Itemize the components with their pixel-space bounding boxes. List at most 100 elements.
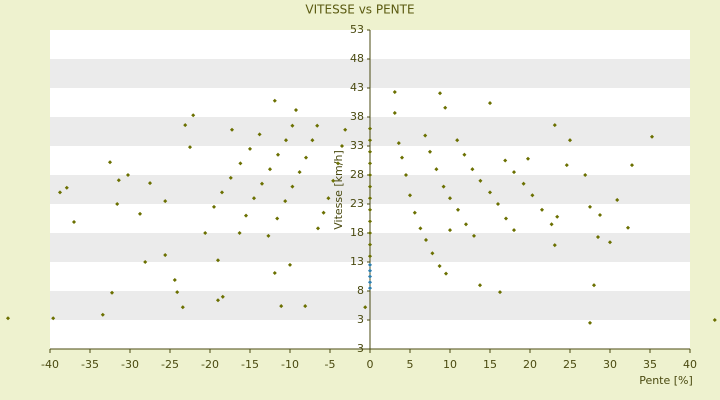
point	[595, 235, 601, 240]
point	[392, 110, 397, 115]
point	[511, 170, 517, 175]
point	[392, 90, 397, 95]
point	[396, 141, 401, 146]
point	[303, 304, 308, 309]
point	[5, 316, 11, 321]
point	[303, 155, 309, 160]
x-tick-label: 40	[683, 358, 697, 371]
point	[339, 143, 345, 149]
point	[525, 156, 531, 161]
point	[552, 243, 557, 248]
point	[503, 158, 508, 163]
point	[521, 181, 526, 186]
point	[215, 298, 221, 303]
point	[290, 123, 295, 128]
point	[259, 181, 265, 186]
y-tick-label: 3	[357, 313, 364, 326]
point	[297, 170, 302, 175]
point	[220, 294, 225, 299]
point	[649, 134, 655, 139]
y-tick-label: 38	[350, 110, 364, 123]
point	[447, 196, 453, 201]
point	[147, 181, 153, 186]
x-tick-label: 30	[603, 358, 617, 371]
point	[331, 178, 336, 183]
y-tick-label: 48	[350, 52, 364, 65]
point	[441, 184, 446, 189]
point	[243, 213, 249, 218]
point	[251, 196, 257, 201]
point	[511, 228, 517, 233]
point	[203, 230, 208, 236]
point	[555, 214, 560, 219]
point	[238, 161, 243, 166]
point	[367, 207, 373, 212]
point	[615, 197, 620, 202]
point	[423, 133, 428, 138]
point	[51, 316, 56, 321]
point	[257, 132, 262, 137]
point	[412, 210, 417, 215]
x-tick-label: 10	[443, 358, 457, 371]
point	[163, 199, 168, 204]
point	[215, 258, 221, 263]
point	[455, 207, 461, 212]
y-tick-label: 28	[350, 168, 364, 181]
point	[71, 219, 77, 225]
point	[326, 196, 331, 201]
point	[367, 161, 373, 166]
point	[367, 268, 373, 273]
point	[367, 286, 373, 291]
point	[447, 228, 453, 233]
point	[470, 167, 475, 172]
point	[471, 233, 477, 238]
point	[283, 199, 288, 204]
point	[175, 290, 180, 295]
point	[219, 190, 225, 195]
point	[109, 290, 115, 295]
point	[607, 240, 613, 245]
point	[587, 320, 593, 325]
x-tick-label: -40	[41, 358, 59, 371]
point	[367, 242, 373, 247]
point	[367, 262, 373, 267]
point	[343, 127, 348, 132]
point	[107, 160, 113, 165]
point	[549, 222, 554, 227]
point	[367, 149, 373, 154]
point	[567, 138, 573, 143]
point	[321, 210, 326, 215]
point	[367, 196, 373, 201]
point	[367, 219, 373, 224]
point	[315, 123, 320, 128]
point	[267, 167, 273, 172]
y-tick-label: 53	[350, 23, 364, 36]
point	[463, 222, 469, 227]
point	[290, 184, 295, 189]
point	[552, 123, 557, 128]
point	[229, 127, 235, 132]
point	[503, 216, 509, 221]
y-axis-title: Vitesse [km/h]	[332, 150, 345, 230]
point	[539, 207, 545, 212]
y-tick-label: 43	[350, 81, 364, 94]
x-tick-label: 35	[643, 358, 657, 371]
x-tick-label: -10	[281, 358, 299, 371]
point	[143, 259, 148, 265]
point	[430, 251, 435, 256]
point	[237, 230, 242, 236]
point	[591, 283, 597, 288]
point	[183, 123, 188, 128]
point	[315, 226, 321, 231]
y-tick-label: 8	[357, 284, 364, 297]
point	[367, 254, 373, 259]
point	[437, 91, 443, 96]
point	[712, 317, 717, 323]
point	[477, 283, 483, 288]
x-tick-label: 20	[523, 358, 537, 371]
point	[487, 101, 493, 106]
point	[228, 175, 233, 180]
point	[367, 280, 373, 285]
point	[399, 155, 405, 160]
